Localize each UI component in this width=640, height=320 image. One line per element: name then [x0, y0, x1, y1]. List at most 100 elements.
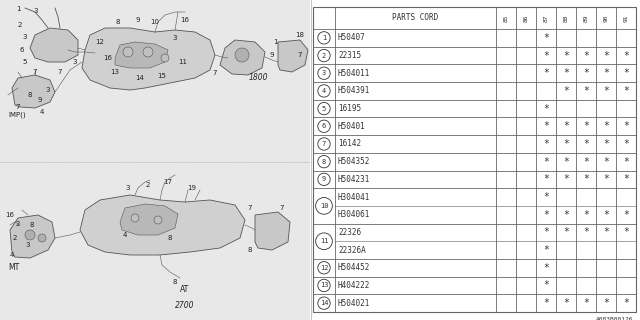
Text: 7: 7 — [16, 104, 20, 110]
Text: *: * — [603, 157, 609, 167]
Text: *: * — [543, 51, 549, 60]
Text: AT: AT — [180, 285, 189, 294]
Text: *: * — [543, 192, 549, 202]
Text: *: * — [583, 68, 589, 78]
Text: 18: 18 — [296, 32, 305, 38]
Text: *: * — [623, 157, 629, 167]
Text: 4: 4 — [40, 109, 44, 115]
Text: 2: 2 — [322, 52, 326, 59]
Polygon shape — [120, 204, 178, 235]
Text: 85: 85 — [504, 14, 509, 22]
Polygon shape — [10, 215, 55, 258]
Circle shape — [154, 216, 162, 224]
Text: *: * — [583, 298, 589, 308]
Text: 2: 2 — [146, 182, 150, 188]
Text: *: * — [563, 68, 569, 78]
Text: *: * — [603, 139, 609, 149]
Text: *: * — [563, 86, 569, 96]
Text: *: * — [583, 174, 589, 184]
Text: 14: 14 — [136, 75, 145, 81]
Text: *: * — [583, 121, 589, 131]
Text: *: * — [603, 121, 609, 131]
Text: *: * — [623, 68, 629, 78]
Text: *: * — [563, 139, 569, 149]
Text: 16: 16 — [6, 212, 15, 218]
Text: 15: 15 — [157, 73, 166, 79]
Text: *: * — [563, 228, 569, 237]
Text: 12: 12 — [320, 265, 328, 271]
Text: 7: 7 — [298, 52, 302, 58]
Text: *: * — [603, 210, 609, 220]
Text: *: * — [543, 298, 549, 308]
Text: 8: 8 — [322, 159, 326, 165]
Text: 5: 5 — [322, 106, 326, 112]
Text: *: * — [543, 228, 549, 237]
Text: 9: 9 — [269, 52, 275, 58]
Text: 8: 8 — [29, 222, 35, 228]
Text: 89: 89 — [584, 14, 589, 22]
Text: 86: 86 — [524, 14, 529, 22]
Circle shape — [143, 47, 153, 57]
Circle shape — [161, 54, 169, 62]
Text: *: * — [543, 263, 549, 273]
Text: *: * — [543, 157, 549, 167]
Text: *: * — [563, 210, 569, 220]
Bar — [0, 0, 310, 320]
Text: 8: 8 — [168, 235, 172, 241]
Text: 88: 88 — [563, 14, 568, 22]
Text: *: * — [603, 86, 609, 96]
Circle shape — [131, 214, 139, 222]
Text: 1: 1 — [273, 39, 277, 45]
Text: 8: 8 — [28, 92, 32, 98]
Text: *: * — [623, 86, 629, 96]
Text: 22326: 22326 — [338, 228, 361, 237]
Text: *: * — [583, 228, 589, 237]
Text: 1: 1 — [322, 35, 326, 41]
Text: *: * — [563, 298, 569, 308]
Text: IMP(): IMP() — [8, 112, 26, 118]
Text: 7: 7 — [58, 69, 62, 75]
Text: *: * — [603, 51, 609, 60]
Polygon shape — [82, 28, 215, 90]
Text: H304041: H304041 — [338, 193, 371, 202]
Text: MT: MT — [8, 263, 19, 273]
Text: 16142: 16142 — [338, 140, 361, 148]
Text: 7: 7 — [33, 69, 37, 75]
Text: *: * — [543, 210, 549, 220]
Text: *: * — [623, 228, 629, 237]
Text: 90: 90 — [604, 14, 609, 22]
Text: H304061: H304061 — [338, 210, 371, 219]
Text: 3: 3 — [125, 185, 131, 191]
Polygon shape — [115, 42, 168, 68]
Text: 1800: 1800 — [248, 73, 268, 82]
Text: 13: 13 — [111, 69, 120, 75]
Text: *: * — [543, 280, 549, 291]
Text: *: * — [603, 174, 609, 184]
Text: H504231: H504231 — [338, 175, 371, 184]
Text: *: * — [543, 33, 549, 43]
Text: *: * — [623, 298, 629, 308]
Text: 16195: 16195 — [338, 104, 361, 113]
Polygon shape — [80, 195, 245, 255]
Text: *: * — [623, 51, 629, 60]
Circle shape — [123, 47, 133, 57]
Text: *: * — [543, 68, 549, 78]
Polygon shape — [278, 40, 308, 72]
Text: H504011: H504011 — [338, 69, 371, 78]
Text: 7: 7 — [322, 141, 326, 147]
Text: H504352: H504352 — [338, 157, 371, 166]
Text: *: * — [543, 139, 549, 149]
Text: *: * — [623, 121, 629, 131]
Text: *: * — [543, 174, 549, 184]
Text: 3: 3 — [173, 35, 177, 41]
Text: 22326A: 22326A — [338, 245, 365, 255]
Polygon shape — [30, 28, 78, 62]
Text: 91: 91 — [623, 14, 628, 22]
Text: *: * — [603, 228, 609, 237]
Text: 19: 19 — [188, 185, 196, 191]
Text: 4: 4 — [322, 88, 326, 94]
Bar — [313, 7, 636, 312]
Bar — [313, 7, 636, 312]
Text: 12: 12 — [95, 39, 104, 45]
Text: 7: 7 — [212, 70, 217, 76]
